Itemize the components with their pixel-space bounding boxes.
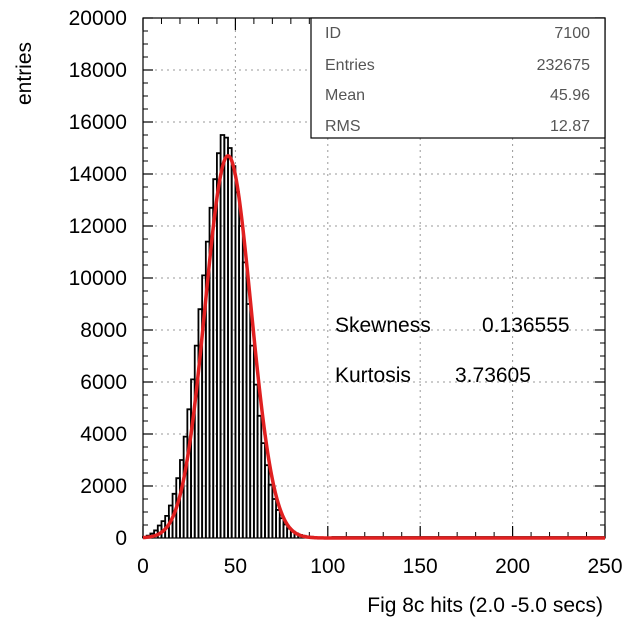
gaussian-fit-curve — [142, 153, 605, 540]
y-tick-label: 12000 — [69, 215, 127, 238]
stats-mean-label: Mean — [325, 87, 365, 104]
grid-lines — [143, 18, 605, 538]
y-tick-label: 8000 — [80, 319, 127, 342]
y-tick-label: 14000 — [69, 163, 127, 186]
stats-rms-label: RMS — [325, 118, 361, 135]
x-tick-label: 200 — [495, 555, 530, 578]
stats-entries-value: 232675 — [537, 57, 590, 74]
stats-mean-value: 45.96 — [550, 87, 590, 104]
x-tick-label: 50 — [224, 555, 247, 578]
x-tick-label: 150 — [403, 555, 438, 578]
stats-rms-value: 12.87 — [550, 118, 590, 135]
stats-box: ID 7100 Entries 232675 Mean 45.96 RMS 12… — [310, 17, 606, 139]
y-tick-label: 20000 — [69, 7, 127, 30]
kurtosis-label: Kurtosis — [335, 364, 411, 387]
y-tick-label: 4000 — [80, 423, 127, 446]
x-tick-label: 100 — [310, 555, 345, 578]
y-tick-label: 0 — [115, 527, 127, 550]
stats-id-label: ID — [325, 25, 341, 42]
x-tick-label: 250 — [587, 555, 622, 578]
stats-box-frame — [310, 17, 606, 139]
y-axis: 0 2000 4000 6000 8000 10000 12000 14000 16000 180… — [69, 7, 605, 550]
y-tick-label: 18000 — [69, 59, 127, 82]
skewness-label: Skewness — [335, 314, 431, 337]
skewness-value: 0.136555 — [482, 314, 570, 337]
x-tick-label: 0 — [137, 555, 149, 578]
x-axis-title: Fig 8c hits (2.0 -5.0 secs) — [367, 594, 603, 617]
y-tick-label: 6000 — [80, 371, 127, 394]
kurtosis-value: 3.73605 — [455, 364, 531, 387]
stats-id-value: 7100 — [554, 25, 590, 42]
y-tick-label: 10000 — [69, 267, 127, 290]
stats-entries-label: Entries — [325, 57, 375, 74]
y-axis-title: entries — [13, 42, 36, 105]
y-tick-label: 16000 — [69, 111, 127, 134]
y-tick-label: 2000 — [80, 475, 127, 498]
